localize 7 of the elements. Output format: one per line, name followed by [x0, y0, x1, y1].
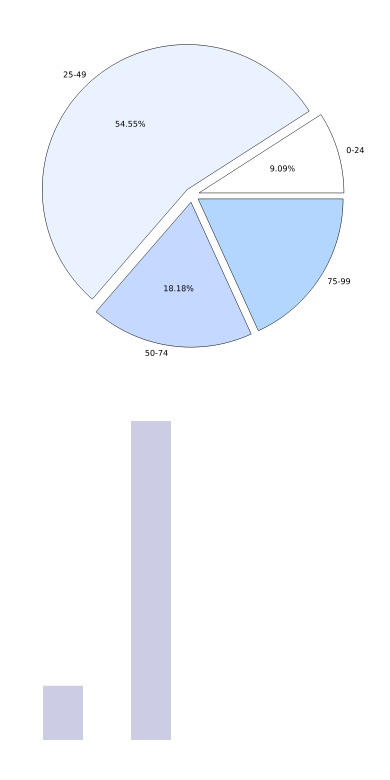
slice-label: 25-49	[64, 71, 86, 78]
slice-label: 75-99	[328, 278, 350, 284]
slice-label: 0-24	[346, 147, 364, 154]
data-label: 54.55%	[116, 120, 146, 127]
slice-label: 50-74	[145, 350, 168, 356]
data-label: 18.18%	[164, 285, 194, 292]
data-label: 9.09%	[270, 165, 295, 172]
